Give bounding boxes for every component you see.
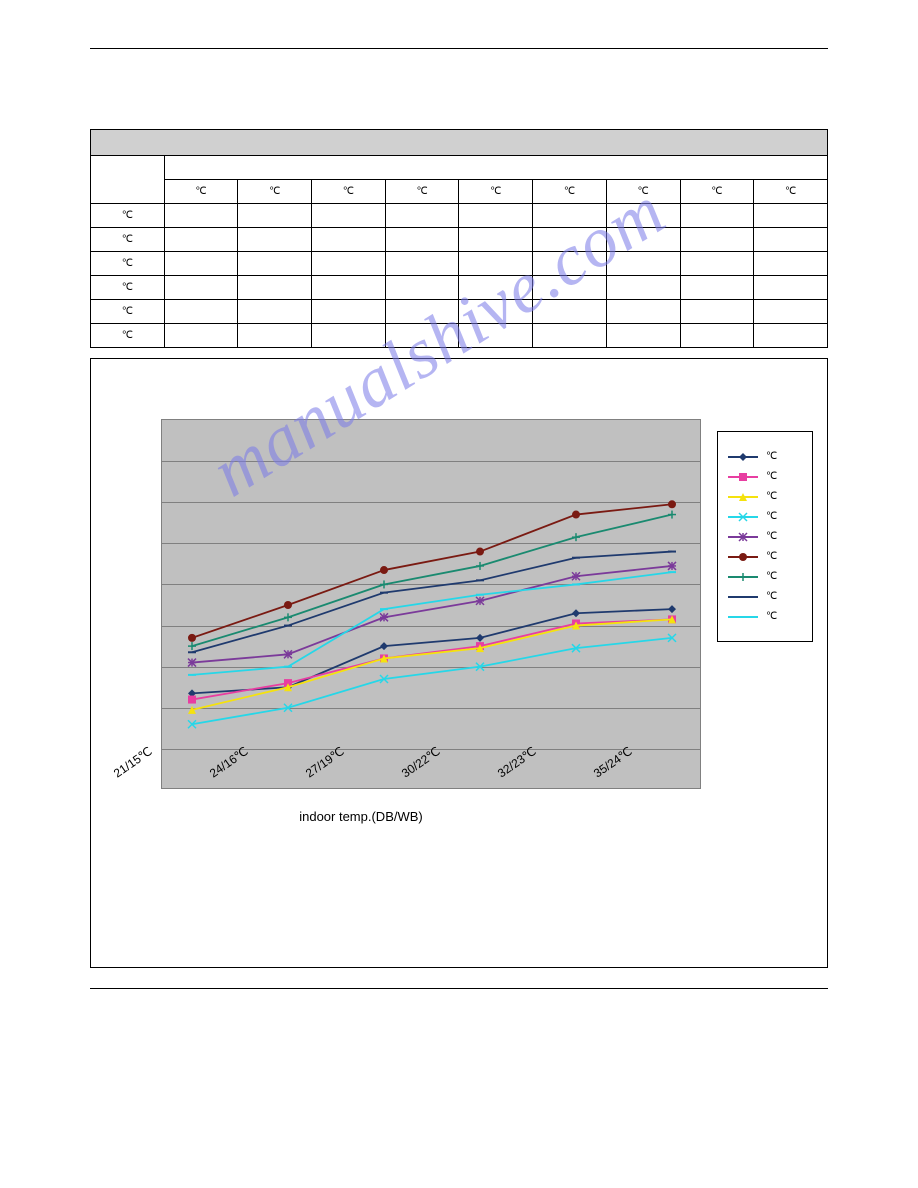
chart-legend: ℃ ℃ ℃ ℃ ℃ ℃ ℃ ℃ ℃ [717,431,813,642]
row-label: ℃ [91,276,165,300]
row-label: ℃ [91,300,165,324]
col-header: ℃ [680,180,754,204]
table-row: ℃ [91,324,828,348]
x-axis-title: indoor temp.(DB/WB) [91,809,631,824]
table-row: ℃ [91,228,828,252]
capacity-table: ℃ ℃ ℃ ℃ ℃ ℃ ℃ ℃ ℃ ℃ ℃ ℃ ℃ ℃ ℃ [90,129,828,348]
chart-lines [162,420,702,790]
col-header: ℃ [533,180,607,204]
legend-item: ℃ [728,451,802,462]
legend-label: ℃ [766,471,777,482]
plot-area [161,419,701,789]
x-tick-label: 24/16℃ [207,744,251,780]
legend-label: ℃ [766,591,777,602]
legend-item: ℃ [728,571,802,582]
legend-item: ℃ [728,611,802,622]
legend-label: ℃ [766,531,777,542]
legend-item: ℃ [728,531,802,542]
col-header: ℃ [754,180,828,204]
x-tick-label: 35/24℃ [591,744,635,780]
row-label: ℃ [91,324,165,348]
legend-label: ℃ [766,551,777,562]
row-label: ℃ [91,228,165,252]
row-header-blank [91,156,165,204]
table-row: ℃ [91,300,828,324]
legend-label: ℃ [766,511,777,522]
table-row: ℃ [91,204,828,228]
table-row: ℃ [91,252,828,276]
col-header: ℃ [385,180,459,204]
x-tick-label: 21/15℃ [111,744,155,780]
x-axis-labels: 21/15℃24/16℃27/19℃30/22℃32/23℃35/24℃ [91,739,631,799]
col-header: ℃ [164,180,238,204]
top-rule [90,48,828,49]
legend-item: ℃ [728,471,802,482]
legend-label: ℃ [766,611,777,622]
legend-label: ℃ [766,491,777,502]
x-tick-label: 32/23℃ [495,744,539,780]
legend-item: ℃ [728,591,802,602]
bottom-rule [90,988,828,989]
col-header: ℃ [238,180,312,204]
legend-label: ℃ [766,571,777,582]
table-col-header-row: ℃ ℃ ℃ ℃ ℃ ℃ ℃ ℃ ℃ [91,180,828,204]
legend-item: ℃ [728,511,802,522]
table-title-cell [91,130,828,156]
legend-item: ℃ [728,551,802,562]
x-tick-label: 27/19℃ [303,744,347,780]
outdoor-span [164,156,827,180]
col-header: ℃ [312,180,386,204]
legend-item: ℃ [728,491,802,502]
row-label: ℃ [91,252,165,276]
table-title-row [91,130,828,156]
table-row: ℃ [91,276,828,300]
col-header: ℃ [459,180,533,204]
col-header: ℃ [606,180,680,204]
chart-container: 21/15℃ 24/16℃ 27/19℃ 30/22℃ 32/23℃ 35/24℃ ind… [90,358,828,968]
page-container: ℃ ℃ ℃ ℃ ℃ ℃ ℃ ℃ ℃ ℃ ℃ ℃ ℃ ℃ ℃ 21/15℃ 24/1… [0,0,918,1029]
row-label: ℃ [91,204,165,228]
legend-label: ℃ [766,451,777,462]
x-tick-label: 30/22℃ [399,744,443,780]
table-spanning-row [91,156,828,180]
